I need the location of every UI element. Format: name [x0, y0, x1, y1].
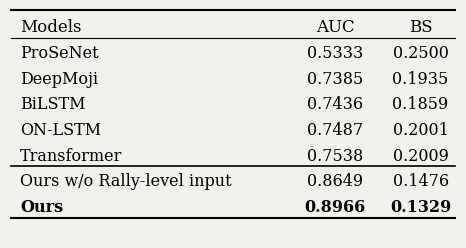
Text: 0.7538: 0.7538 — [307, 148, 363, 164]
Text: DeepMoji: DeepMoji — [20, 71, 98, 88]
Text: ProSeNet: ProSeNet — [20, 45, 98, 62]
Text: 0.1859: 0.1859 — [392, 96, 449, 113]
Text: Transformer: Transformer — [20, 148, 122, 164]
Text: 0.5333: 0.5333 — [307, 45, 363, 62]
Text: Ours: Ours — [20, 199, 63, 216]
Text: 0.7436: 0.7436 — [307, 96, 363, 113]
Text: 0.8649: 0.8649 — [307, 173, 363, 190]
Text: Ours w/o Rally-level input: Ours w/o Rally-level input — [20, 173, 232, 190]
Text: 0.7385: 0.7385 — [307, 71, 363, 88]
Text: 0.1476: 0.1476 — [392, 173, 449, 190]
Text: 0.1329: 0.1329 — [390, 199, 451, 216]
Text: 0.8966: 0.8966 — [304, 199, 365, 216]
Text: 0.1935: 0.1935 — [392, 71, 449, 88]
Text: Models: Models — [20, 19, 82, 36]
Text: 0.2009: 0.2009 — [393, 148, 449, 164]
Text: BS: BS — [409, 19, 432, 36]
Text: AUC: AUC — [315, 19, 354, 36]
Text: 0.7487: 0.7487 — [307, 122, 363, 139]
Text: 0.2001: 0.2001 — [393, 122, 449, 139]
Text: 0.2500: 0.2500 — [393, 45, 449, 62]
Text: ON-LSTM: ON-LSTM — [20, 122, 101, 139]
Text: BiLSTM: BiLSTM — [20, 96, 85, 113]
